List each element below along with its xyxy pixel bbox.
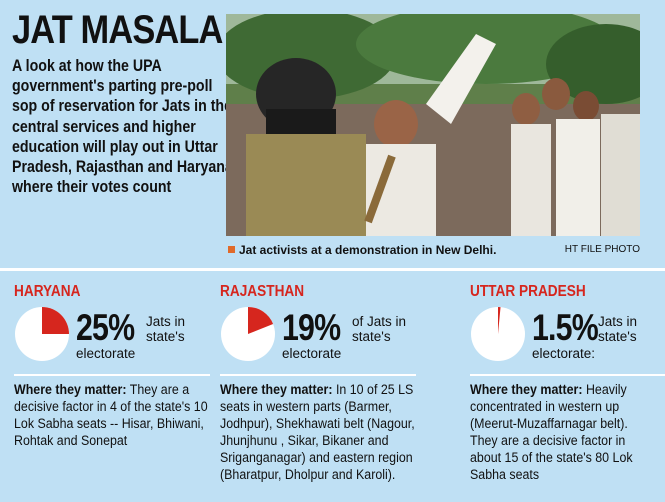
- where-they-matter: Where they matter: They are a decisive f…: [14, 381, 209, 449]
- state-panel-haryana: HARYANA 25% Jats in state's electorate W…: [14, 282, 210, 449]
- matter-label: Where they matter:: [220, 382, 333, 397]
- section-divider: [0, 268, 665, 271]
- percent-value: 19%: [282, 307, 341, 348]
- panel-divider: [470, 374, 665, 376]
- state-name: HARYANA: [14, 283, 81, 300]
- panel-divider: [220, 374, 416, 376]
- news-photo: [226, 14, 640, 236]
- percent-label-line3: electorate: [282, 346, 342, 361]
- percent-label-line2: state's: [598, 329, 637, 344]
- state-panel-rajasthan: RAJASTHAN 19% of Jats in state's elector…: [220, 282, 416, 483]
- percent-label-line1: Jats in: [598, 314, 638, 329]
- pie-chart: [471, 307, 525, 361]
- percent-label: Jats in state's: [598, 314, 637, 344]
- pie-slice: [248, 307, 274, 334]
- photo-caption: Jat activists at a demonstration in New …: [228, 241, 640, 259]
- photo-credit: HT FILE PHOTO: [564, 244, 640, 255]
- pie-slice: [498, 307, 501, 334]
- percent-label-line3: electorate: [76, 346, 136, 361]
- stat-row: 25% Jats in state's electorate: [14, 306, 210, 366]
- percent-label-line1: of Jats in: [352, 314, 407, 329]
- percent-label-line3: electorate:: [532, 346, 596, 361]
- percent-label: Jats in state's: [146, 314, 185, 344]
- percent-value: 25%: [76, 307, 135, 348]
- caption-bullet-icon: [228, 246, 235, 253]
- protest-photo-illustration: [226, 14, 640, 236]
- matter-label: Where they matter:: [14, 382, 127, 397]
- percent-label-line2: state's: [352, 329, 391, 344]
- percent-label-line1: Jats in: [146, 314, 186, 329]
- matter-label: Where they matter:: [470, 382, 583, 397]
- pie-chart: [221, 307, 275, 361]
- matter-text: They are a decisive factor in 4 of the s…: [14, 382, 208, 448]
- state-name: UTTAR PRADESH: [470, 283, 586, 300]
- matter-text: Heavily concentrated in western up (Meer…: [470, 382, 633, 482]
- caption-text: Jat activists at a demonstration in New …: [239, 243, 497, 257]
- where-they-matter: Where they matter: In 10 of 25 LS seats …: [220, 381, 415, 483]
- percent-value: 1.5%: [532, 307, 599, 348]
- panel-divider: [14, 374, 210, 376]
- stat-row: 1.5% Jats in state's electorate:: [470, 306, 665, 366]
- intro-text: A look at how the UPA government's parti…: [12, 57, 233, 197]
- stat-row: 19% of Jats in state's electorate: [220, 306, 416, 366]
- state-name: RAJASTHAN: [220, 283, 305, 300]
- pie-chart: [15, 307, 69, 361]
- state-panel-uttar-pradesh: UTTAR PRADESH 1.5% Jats in state's elect…: [470, 282, 665, 483]
- pie-slice: [42, 307, 69, 334]
- percent-label: of Jats in state's: [352, 314, 406, 344]
- matter-text: In 10 of 25 LS seats in western parts (B…: [220, 382, 415, 482]
- page-title: JAT MASALA: [12, 8, 223, 52]
- percent-label-line2: state's: [146, 329, 185, 344]
- where-they-matter: Where they matter: Heavily concentrated …: [470, 381, 643, 483]
